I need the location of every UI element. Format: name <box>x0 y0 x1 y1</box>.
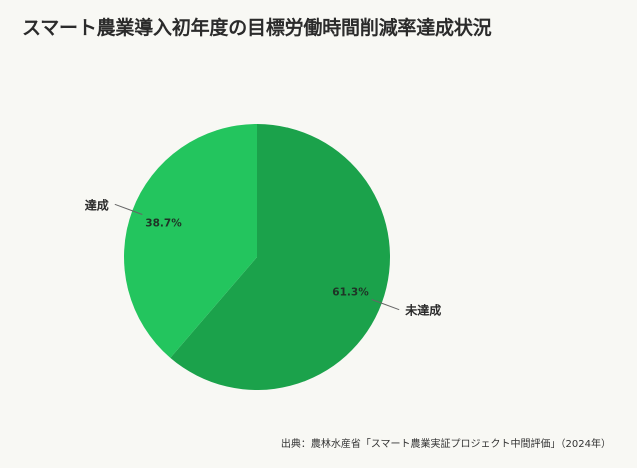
slice-value-label: 61.3% <box>332 287 369 299</box>
slice-value-label: 38.7% <box>145 217 182 229</box>
leader-line <box>114 203 143 215</box>
leader-line <box>371 299 400 311</box>
chart-title: スマート農業導入初年度の目標労働時間削減率達成状況 <box>22 17 492 39</box>
pie-slice-not-achieved <box>170 124 391 390</box>
source-note: 出典：農林水産省「スマート農業実証プロジェクト中間評価」（2024年） <box>280 439 611 450</box>
slice-category-label: 達成 <box>85 197 109 212</box>
pie-slice-achieved <box>124 124 257 358</box>
slice-category-label: 未達成 <box>404 303 441 318</box>
